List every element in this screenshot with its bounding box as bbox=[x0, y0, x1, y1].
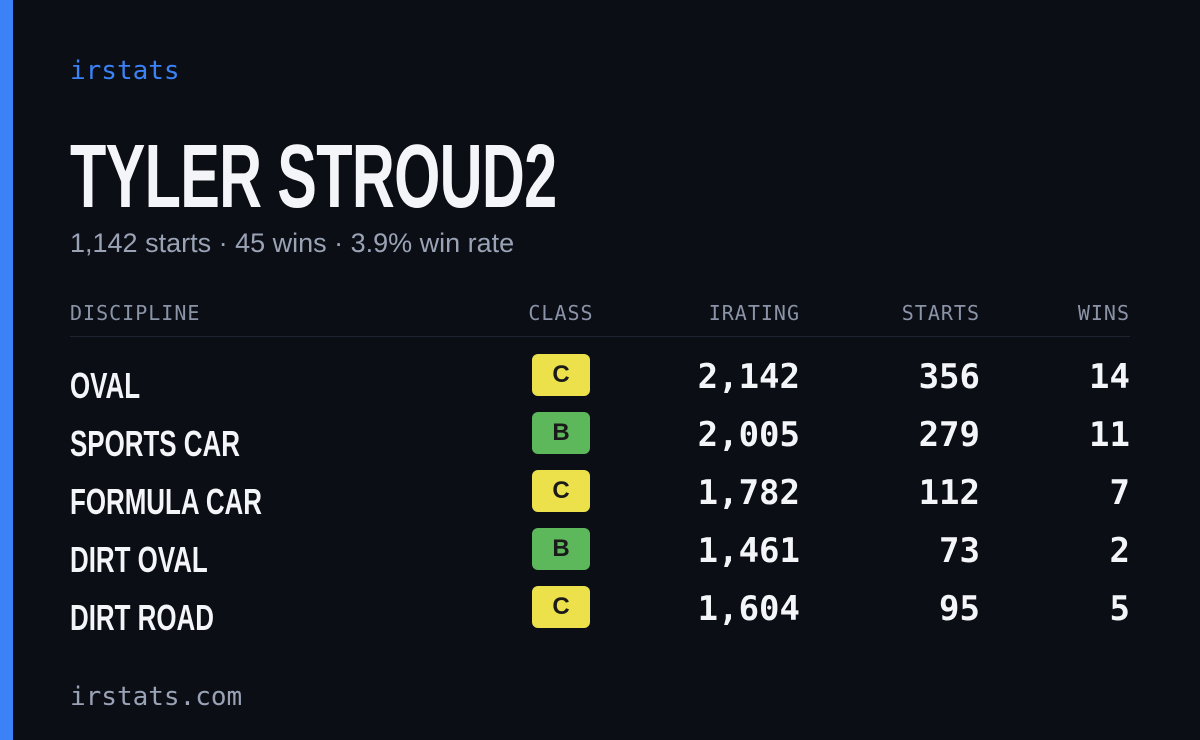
stat-value: 1,782 bbox=[697, 473, 800, 513]
brand: irstats bbox=[70, 56, 180, 86]
column-header: IRATING bbox=[708, 301, 800, 325]
summary: 1,142 starts · 45 wins · 3.9% win rate bbox=[70, 228, 515, 258]
column-header: WINS bbox=[1077, 301, 1130, 325]
stat-value: 2 bbox=[1109, 531, 1130, 571]
footer-site: irstats.com bbox=[70, 682, 243, 712]
class-badge: B bbox=[532, 528, 590, 570]
class-badge: C bbox=[532, 354, 590, 396]
stat-value: 73 bbox=[939, 531, 980, 571]
stat-value: 2,142 bbox=[697, 357, 800, 397]
discipline: DIRT OVAL bbox=[70, 539, 208, 580]
discipline: DIRT ROAD bbox=[70, 597, 214, 638]
stat-value: 95 bbox=[939, 589, 980, 629]
stat-value: 1,461 bbox=[697, 531, 800, 571]
column-header: DISCIPLINE bbox=[70, 301, 201, 325]
column-header: STARTS bbox=[901, 301, 980, 325]
stat-value: 11 bbox=[1089, 415, 1130, 455]
class-badge: C bbox=[532, 586, 590, 628]
stat-value: 112 bbox=[918, 473, 980, 513]
player-name: TYLER STROUD2 bbox=[70, 127, 557, 227]
stat-value: 2,005 bbox=[697, 415, 800, 455]
stat-value: 5 bbox=[1109, 589, 1130, 629]
class-badge: C bbox=[532, 470, 590, 512]
stat-value: 7 bbox=[1109, 473, 1130, 513]
stat-value: 279 bbox=[918, 415, 980, 455]
discipline: OVAL bbox=[70, 365, 141, 406]
stat-value: 1,604 bbox=[697, 589, 800, 629]
class-badge: B bbox=[532, 412, 590, 454]
discipline: FORMULA CAR bbox=[70, 481, 262, 522]
discipline: SPORTS CAR bbox=[70, 423, 240, 464]
divider bbox=[70, 336, 1130, 337]
accent-bar bbox=[0, 0, 13, 740]
column-header: CLASS bbox=[528, 301, 594, 325]
stat-value: 14 bbox=[1089, 357, 1130, 397]
stat-value: 356 bbox=[918, 357, 980, 397]
